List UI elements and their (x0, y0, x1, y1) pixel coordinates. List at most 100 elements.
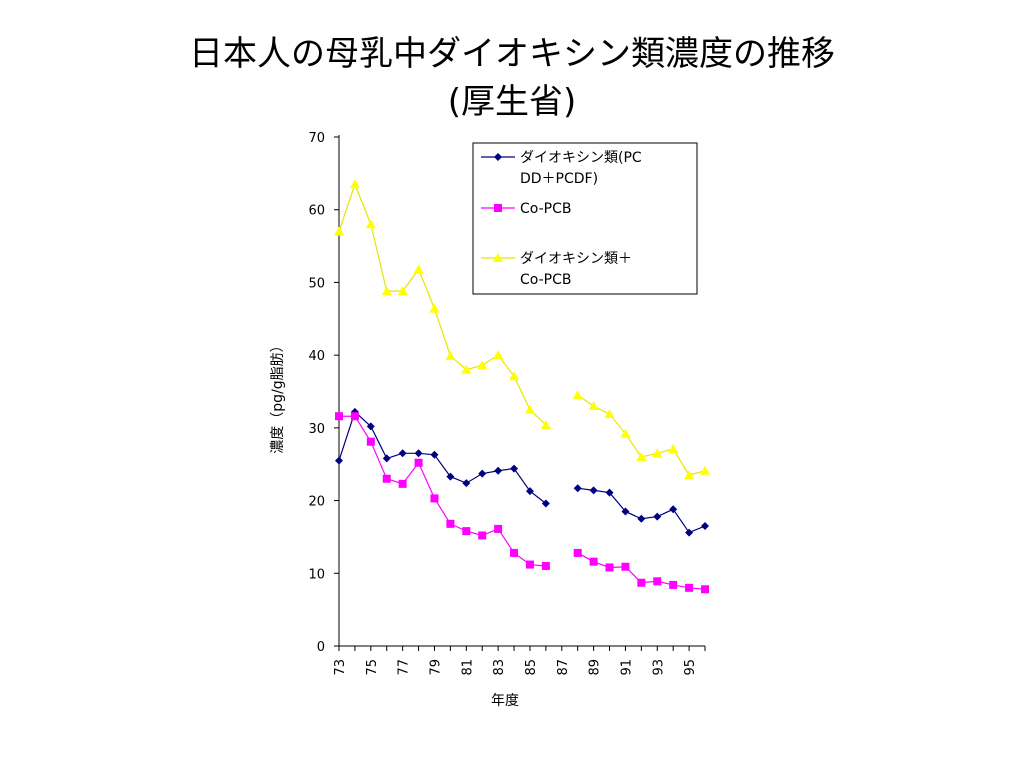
data-point (637, 578, 646, 587)
data-point (494, 524, 503, 533)
data-point (685, 583, 694, 592)
data-point (572, 390, 583, 400)
data-point (494, 466, 503, 475)
y-tick-label: 70 (308, 131, 325, 146)
x-tick-label: 77 (397, 659, 412, 676)
data-point (381, 286, 392, 296)
data-point (334, 226, 344, 236)
data-point (637, 514, 646, 523)
data-point (430, 450, 439, 459)
x-tick-label: 83 (492, 659, 507, 676)
data-point (478, 469, 487, 478)
legend-label: Co-PCB (520, 201, 571, 217)
legend: ダイオキシン類(PC DD＋PCDF) Co-PCB ダイオキシン類＋ Co-PCB (472, 142, 698, 295)
data-point (493, 253, 503, 262)
data-point (478, 531, 487, 540)
data-point (525, 487, 534, 496)
data-point (335, 456, 343, 465)
data-point (398, 479, 407, 488)
data-point (462, 527, 471, 536)
data-point (493, 350, 504, 360)
series-line (577, 487, 706, 534)
data-point (588, 401, 599, 411)
x-tick-label: 89 (588, 659, 603, 676)
data-point (604, 409, 615, 419)
data-point (446, 472, 455, 481)
data-point (366, 437, 375, 446)
axes: 0 10 20 30 40 50 60 70 73 75 77 79 81 83 85 87 89 91 93 95 (308, 131, 706, 676)
x-tick-label: 93 (651, 659, 666, 676)
data-point (573, 484, 582, 493)
x-tick-label: 81 (460, 659, 475, 676)
data-point (669, 580, 678, 589)
legend-label: ダイオキシン類(PC (520, 150, 642, 166)
slide-title: 日本人の母乳中ダイオキシン類濃度の推移 (厚生省) (0, 30, 1024, 126)
data-point (525, 560, 534, 569)
data-point (413, 264, 424, 274)
data-point (589, 557, 598, 566)
data-point (430, 494, 439, 503)
data-point (653, 577, 662, 586)
data-point (700, 465, 710, 475)
data-point (350, 412, 359, 421)
title-line-2: (厚生省) (447, 82, 577, 122)
x-tick-label: 91 (619, 659, 634, 676)
legend-box (472, 142, 698, 295)
data-point (335, 412, 343, 421)
data-point (541, 562, 550, 571)
data-point (494, 153, 502, 161)
data-point (509, 371, 520, 381)
data-point (349, 179, 360, 189)
data-point (461, 364, 472, 374)
data-point (605, 563, 614, 572)
data-point (446, 519, 455, 528)
data-point (462, 479, 471, 488)
data-point (621, 507, 630, 516)
data-point (382, 454, 391, 463)
data-point (684, 470, 695, 480)
data-point (429, 303, 440, 313)
data-point (668, 443, 679, 453)
x-tick-label: 75 (365, 659, 380, 676)
data-point (382, 474, 391, 483)
data-point (397, 286, 408, 296)
legend-label: ダイオキシン類＋ (520, 251, 632, 267)
data-point (414, 458, 423, 467)
legend-label: Co-PCB (520, 272, 571, 288)
x-tick-label: 79 (428, 659, 443, 676)
title-line-1: 日本人の母乳中ダイオキシン類濃度の推移 (189, 34, 835, 74)
data-point (414, 449, 423, 458)
y-tick-label: 20 (308, 495, 325, 510)
data-point (701, 522, 709, 531)
data-point (653, 512, 662, 521)
y-axis-title: 濃度（pg/g脂肪） (270, 338, 286, 453)
data-point (701, 585, 709, 594)
data-point (510, 464, 519, 473)
series-line (338, 182, 547, 426)
data-point (573, 548, 582, 557)
data-point (589, 486, 598, 495)
data-point (510, 548, 519, 557)
data-point (541, 499, 550, 508)
data-point (366, 422, 375, 431)
data-point (605, 488, 614, 497)
y-tick-label: 0 (317, 640, 325, 655)
data-point (524, 404, 535, 414)
y-tick-label: 10 (308, 567, 325, 582)
data-point (621, 562, 630, 571)
y-tick-label: 40 (308, 349, 325, 364)
legend-label: DD＋PCDF) (520, 171, 598, 187)
data-point (494, 204, 502, 212)
data-point (652, 448, 663, 458)
data-point (669, 505, 678, 514)
series-layer (334, 179, 710, 594)
data-point (685, 528, 694, 537)
x-tick-label: 85 (524, 659, 539, 676)
y-tick-label: 60 (308, 204, 325, 219)
x-tick-label: 87 (556, 659, 571, 676)
x-axis-title: 年度 (491, 693, 519, 709)
data-point (445, 350, 456, 360)
x-tick-label: 73 (333, 659, 348, 676)
